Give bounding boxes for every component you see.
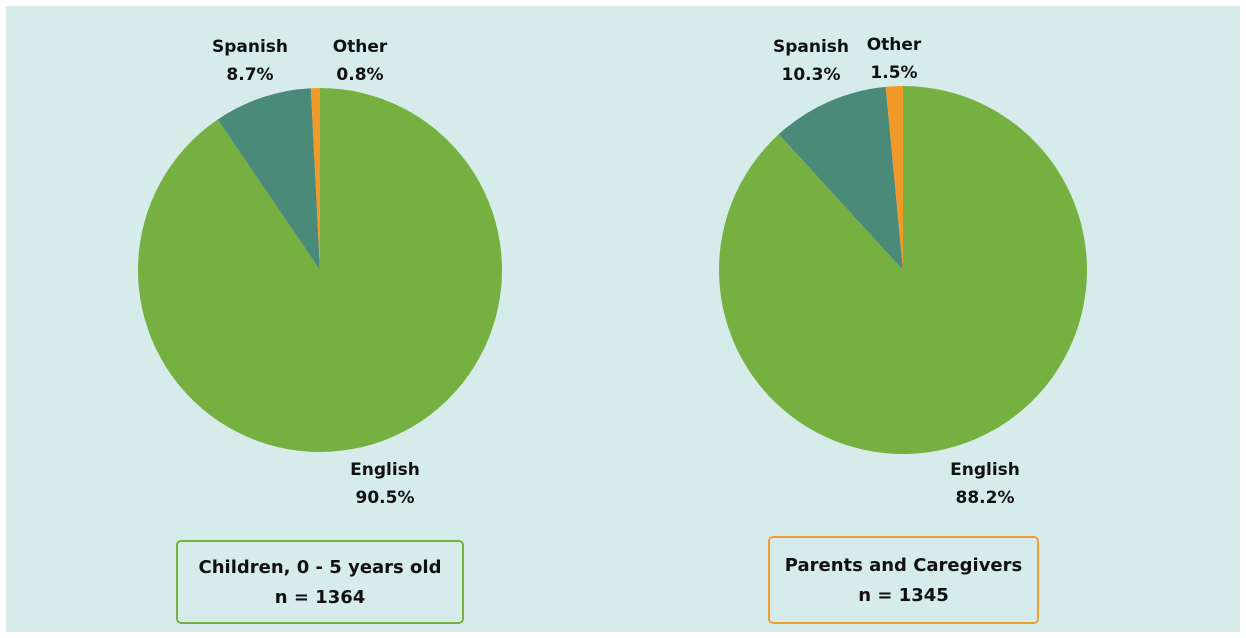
slice-label: English — [950, 460, 1020, 480]
caption-subtitle: n = 1364 — [275, 587, 366, 608]
slice-value-label: 0.8% — [336, 65, 383, 85]
slice-value-label: 8.7% — [226, 65, 273, 85]
caption-title: Children, 0 - 5 years old — [199, 557, 442, 578]
slice-label: English — [350, 460, 420, 480]
slice-value-label: 10.3% — [782, 65, 841, 85]
pie-slice — [310, 88, 320, 270]
pie-slice — [138, 88, 502, 452]
slice-value-label: 1.5% — [870, 63, 917, 83]
slice-label: Spanish — [212, 37, 288, 57]
slice-label: Other — [867, 35, 922, 55]
pie-slice — [719, 86, 1088, 454]
caption-box — [176, 540, 464, 624]
caption-subtitle: n = 1345 — [858, 585, 949, 606]
slice-label: Other — [333, 37, 388, 57]
slice-value-label: 88.2% — [956, 488, 1015, 508]
caption-title: Parents and Caregivers — [785, 555, 1022, 576]
pie-slice — [778, 86, 903, 271]
pie-slice — [217, 88, 320, 270]
slice-value-label: 90.5% — [356, 488, 415, 508]
pie-slice — [885, 86, 903, 270]
slice-label: Spanish — [773, 37, 849, 57]
caption-box — [768, 536, 1039, 624]
